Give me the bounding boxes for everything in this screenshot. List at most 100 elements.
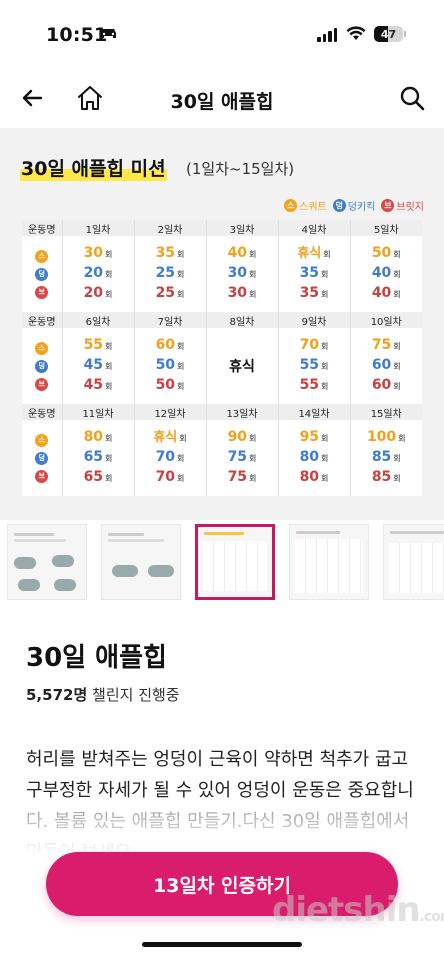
thumbnail-4[interactable]	[289, 524, 369, 600]
rep-unit: 회	[177, 342, 185, 351]
rep-unit: 회	[177, 454, 185, 463]
rep-count: 55 회	[300, 357, 329, 375]
certify-button[interactable]: 13일차 인증하기	[46, 852, 398, 916]
rep-count: 50 회	[156, 377, 185, 395]
back-arrow-icon[interactable]	[20, 86, 44, 110]
home-indicator[interactable]	[142, 942, 302, 947]
day-cell: 95 회 80 회 80 회	[277, 420, 350, 496]
rep-count: 45 회	[84, 377, 113, 395]
rep-count: 65 회	[84, 449, 113, 467]
exercise-badge-icon: 브	[35, 469, 49, 483]
rep-count: 휴식 회	[153, 429, 186, 447]
day-header: 8일차	[205, 312, 278, 328]
rep-value: 55	[299, 357, 320, 373]
home-icon[interactable]	[76, 84, 104, 112]
page-title: 30일 애플힙	[170, 91, 274, 113]
schedule-body-row: 스 덩 브 30 회 20 회 20 회 35 회 25 회 25 회 40 회 30 회 30 회 휴식 회 35 회 35 회 5…	[22, 236, 422, 312]
rep-value: 65	[83, 469, 104, 485]
rep-unit: 회	[105, 342, 113, 351]
exercise-col-header: 운동명	[22, 312, 62, 328]
rep-count: 35 회	[300, 265, 329, 283]
rep-unit: 회	[179, 434, 187, 443]
mission-subtitle: (1일차~15일차)	[186, 160, 295, 178]
day-header: 1일차	[61, 220, 134, 236]
rep-unit: 회	[249, 454, 257, 463]
exercise-legend: 스 스쿼트 덩 덩키킥 브 브릿지	[284, 198, 424, 213]
rep-count: 40 회	[372, 265, 401, 283]
rep-value: 25	[155, 265, 176, 281]
watermark: dietshin.com	[272, 890, 444, 930]
rep-value: 85	[371, 449, 392, 465]
rep-value: 80	[299, 449, 320, 465]
rep-count: 30 회	[228, 265, 257, 283]
day-cell: 60 회 50 회 50 회	[133, 328, 206, 404]
participants-label: 챌린지 진행중	[92, 686, 180, 704]
day-cell: 75 회 60 회 60 회	[349, 328, 422, 404]
day-cell: 휴식 회 70 회 70 회	[133, 420, 206, 496]
watermark-suffix: .com	[419, 909, 444, 925]
rep-count: 55 회	[84, 337, 113, 355]
day-cell: 35 회 25 회 25 회	[133, 236, 206, 312]
rep-unit: 회	[393, 250, 401, 259]
rep-count: 35 회	[156, 245, 185, 263]
day-header: 2일차	[133, 220, 206, 236]
rep-value: 30	[227, 285, 248, 301]
schedule-header-row: 운동명 11일차 12일차 13일차 14일차 15일차	[22, 404, 422, 420]
rep-value: 70	[299, 337, 320, 353]
rep-unit: 회	[323, 250, 331, 259]
search-icon[interactable]	[399, 85, 425, 111]
thumbnail-1[interactable]	[7, 524, 87, 600]
rep-count: 100 회	[367, 429, 406, 447]
rep-count: 80 회	[84, 429, 113, 447]
rep-unit: 회	[105, 474, 113, 483]
rep-count: 90 회	[228, 429, 257, 447]
rep-value: 90	[227, 429, 248, 445]
day-header: 6일차	[61, 312, 134, 328]
thumbnail-2[interactable]	[101, 524, 181, 600]
challenge-title: 30일 애플힙	[26, 643, 167, 673]
rep-value: 60	[371, 357, 392, 373]
rep-value: 55	[83, 337, 104, 353]
rep-value: 30	[83, 245, 104, 261]
rep-count: 75 회	[228, 449, 257, 467]
rep-unit: 회	[393, 362, 401, 371]
battery-level: 47	[380, 27, 397, 41]
rep-value: 20	[83, 285, 104, 301]
rep-unit: 회	[393, 474, 401, 483]
day-cell: 90 회 75 회 75 회	[205, 420, 278, 496]
squat-badge-icon: 스	[284, 199, 298, 212]
day-cell: 100 회 85 회 85 회	[349, 420, 422, 496]
rep-unit: 회	[249, 434, 257, 443]
rep-count: 60 회	[372, 357, 401, 375]
rep-count: 50 회	[156, 357, 185, 375]
exercise-badge-icon: 스	[35, 341, 49, 355]
day-cell: 휴식 회 35 회 35 회	[277, 236, 350, 312]
rep-count: 40 회	[372, 285, 401, 303]
mission-image[interactable]: 30일 애플힙 미션 (1일차~15일차) 스 스쿼트 덩 덩키킥 브 브릿지 …	[0, 128, 444, 520]
rep-unit: 회	[321, 270, 329, 279]
rep-unit: 회	[177, 270, 185, 279]
rep-value: 50	[155, 357, 176, 373]
rep-value: 45	[83, 357, 104, 373]
rep-value: 35	[155, 245, 176, 261]
day-header: 9일차	[277, 312, 350, 328]
rep-unit: 회	[105, 250, 113, 259]
schedule-table: 운동명 1일차 2일차 3일차 4일차 5일차 스 덩 브 30 회 20 회 20 회 35 회 25 회 25 회 4…	[22, 220, 422, 496]
rep-count: 95 회	[300, 429, 329, 447]
rep-count: 65 회	[84, 469, 113, 487]
thumbnail-5[interactable]	[383, 524, 444, 600]
legend-item-donkey-kick: 덩 덩키킥	[332, 198, 375, 213]
rep-count: 80 회	[300, 469, 329, 487]
status-bar: 10:51 47	[0, 0, 444, 70]
day-cell: 70 회 55 회 55 회	[277, 328, 350, 404]
legend-item-bridge: 브 브릿지	[381, 198, 424, 213]
mission-title: 30일 애플힙 미션	[20, 154, 167, 181]
rep-unit: 회	[105, 434, 113, 443]
rest-day-label: 휴식	[229, 359, 255, 375]
day-header: 11일차	[61, 404, 134, 420]
rep-value: 95	[299, 429, 320, 445]
day-cell: 55 회 45 회 45 회	[61, 328, 134, 404]
exercise-col-header: 운동명	[22, 220, 62, 236]
rep-value: 70	[155, 449, 176, 465]
thumbnail-3-selected[interactable]	[195, 524, 275, 600]
